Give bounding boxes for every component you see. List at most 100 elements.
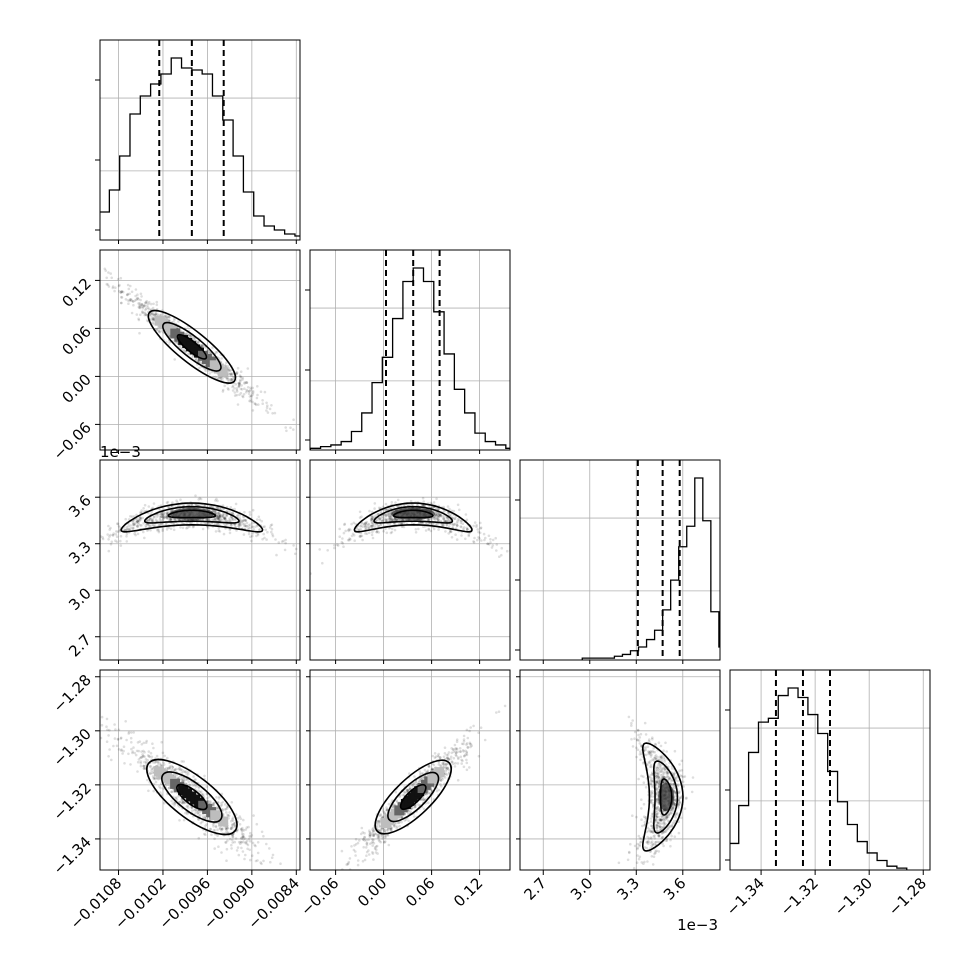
sample-point [671, 824, 674, 827]
sample-point [197, 789, 200, 792]
sample-point [292, 418, 295, 422]
sample-point [433, 752, 437, 755]
sample-point [194, 809, 198, 813]
sample-point [370, 524, 374, 528]
sample-point [403, 819, 407, 822]
sample-point [465, 758, 468, 762]
sample-point [125, 526, 128, 529]
sample-point [227, 367, 231, 370]
sample-point [270, 523, 274, 526]
sample-point [359, 525, 362, 528]
sample-point [230, 827, 233, 830]
sample-point [452, 509, 456, 513]
sample-point [460, 525, 463, 529]
sample-point [469, 745, 472, 749]
sample-point [365, 525, 369, 529]
sample-point [132, 515, 136, 518]
sample-point [273, 411, 277, 415]
sample-point [383, 828, 386, 832]
sample-point [217, 527, 221, 530]
sample-point [179, 768, 182, 772]
sample-point [439, 765, 443, 768]
sample-point [162, 761, 165, 764]
sample-point [194, 812, 197, 815]
sample-point [179, 498, 182, 502]
sample-point [100, 736, 103, 740]
sample-point [292, 428, 295, 431]
sample-point [375, 530, 378, 534]
sample-point [156, 328, 159, 332]
sample-point [129, 527, 132, 530]
sample-point [153, 776, 156, 779]
sample-point [223, 384, 226, 388]
sample-point [138, 740, 142, 743]
sample-point [159, 763, 163, 767]
sample-point [453, 523, 456, 526]
sample-point [137, 302, 140, 305]
sample-point [437, 763, 441, 766]
sample-point [662, 766, 666, 769]
sample-point [151, 519, 155, 523]
sample-point [148, 771, 152, 775]
sample-point [155, 515, 159, 518]
sample-point [199, 821, 203, 825]
sample-point [266, 404, 269, 408]
sample-point [364, 521, 368, 525]
sample-point [367, 522, 371, 526]
sample-point [132, 523, 135, 527]
sample-point [245, 388, 248, 392]
sample-point [136, 293, 139, 297]
sample-point [268, 847, 271, 850]
sample-point [464, 753, 467, 756]
sample-point [353, 539, 357, 542]
sample-point [670, 807, 673, 811]
sample-point [110, 758, 113, 762]
sample-point [411, 521, 414, 525]
sample-point [181, 800, 185, 804]
sample-point [480, 539, 483, 542]
sample-point [234, 502, 238, 506]
sample-point [437, 512, 440, 515]
sample-point [453, 522, 457, 526]
sample-point [437, 752, 441, 756]
sample-point [465, 753, 469, 757]
sample-point [136, 741, 140, 744]
sample-point [130, 515, 134, 518]
sample-point [235, 390, 239, 393]
sample-point [661, 842, 664, 845]
sample-point [657, 778, 660, 782]
sample-point [143, 503, 147, 507]
sample-point [256, 851, 260, 855]
sample-point [117, 728, 121, 732]
sample-point [381, 519, 384, 523]
sample-point [222, 532, 226, 536]
sample-point [473, 536, 476, 540]
sample-point [152, 746, 155, 750]
hist-frame-0 [99, 39, 301, 241]
sample-point [127, 732, 130, 735]
sample-point [422, 525, 425, 528]
sample-point [397, 821, 400, 825]
sample-point [461, 749, 465, 752]
sample-point [146, 754, 150, 757]
sample-point [390, 500, 394, 504]
sample-point [437, 513, 441, 516]
sample-point [214, 824, 218, 828]
sample-point [387, 802, 391, 806]
sample-point [171, 766, 175, 769]
sample-point [228, 369, 231, 372]
sample-point [162, 801, 166, 805]
sample-point [125, 293, 129, 297]
sample-point [440, 776, 444, 780]
sample-point [368, 831, 372, 834]
sample-point [243, 382, 246, 385]
sample-point [662, 770, 665, 774]
sample-point [396, 498, 400, 502]
sample-point [442, 762, 446, 765]
sample-point [382, 840, 386, 844]
sample-point [392, 825, 396, 828]
sample-point [411, 784, 415, 787]
sample-point [648, 765, 652, 768]
sample-point [221, 518, 224, 522]
sample-point [128, 299, 131, 303]
